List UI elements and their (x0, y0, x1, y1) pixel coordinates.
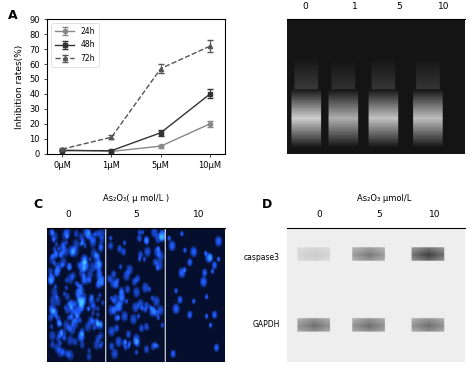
Legend: 24h, 48h, 72h: 24h, 48h, 72h (51, 23, 99, 67)
Text: caspase3: caspase3 (244, 253, 280, 261)
Text: 0: 0 (316, 211, 322, 219)
Y-axis label: Inhibition rates(%): Inhibition rates(%) (15, 44, 24, 129)
Text: 0: 0 (66, 211, 72, 219)
Text: 10: 10 (192, 211, 204, 219)
Text: 5: 5 (133, 211, 139, 219)
Text: As₂O₃ μmol/L: As₂O₃ μmol/L (357, 194, 412, 203)
Text: 5: 5 (376, 211, 382, 219)
Text: D: D (262, 198, 273, 211)
Text: B: B (273, 0, 283, 3)
Text: 10: 10 (428, 211, 440, 219)
Text: 0: 0 (302, 2, 308, 11)
Text: C: C (33, 198, 42, 211)
Text: GAPDH: GAPDH (253, 320, 280, 329)
Text: 1: 1 (352, 2, 357, 11)
Text: As₂O₃( μ mol/L ): As₂O₃( μ mol/L ) (103, 194, 169, 203)
Text: A: A (9, 8, 18, 22)
Text: 5: 5 (396, 2, 402, 11)
Text: 10: 10 (438, 2, 449, 11)
